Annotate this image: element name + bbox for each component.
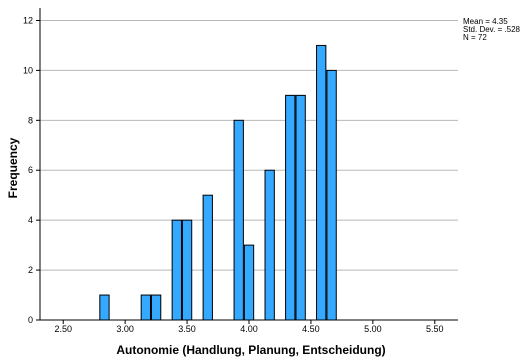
histogram-bar [202,194,213,321]
x-axis-title: Autonomie (Handlung, Planung, Entscheidu… [116,343,385,357]
histogram-bar [326,69,337,321]
y-tick-label: 10 [23,65,33,75]
x-tick-label: 2.50 [54,324,72,334]
histogram-bar [181,219,193,321]
y-axis-title: Frequency [6,137,20,198]
histogram-bar [150,294,162,321]
histogram-bar [264,169,275,321]
histogram-bar [285,94,296,321]
x-tick-label: 3.00 [116,324,134,334]
x-tick-label: 4.50 [302,324,320,334]
histogram-bar [295,94,306,321]
stat-std-dev: Std. Dev. = .528 [463,25,520,34]
x-tick-label: 5.00 [364,324,382,334]
histogram-bar [99,294,110,321]
y-axis-ticks: 0 2 4 6 8 10 12 [23,15,40,325]
y-tick-label: 4 [28,215,33,225]
histogram-bar [233,119,244,321]
stat-n: N = 72 [463,33,487,42]
histogram-bar [171,219,182,321]
grid-lines [40,19,458,271]
stat-mean: Mean = 4.35 [463,17,508,26]
statistics-legend: Mean = 4.35 Std. Dev. = .528 N = 72 [463,18,520,42]
y-tick-label: 12 [23,15,33,25]
histogram-bar [140,294,151,321]
y-tick-label: 6 [28,165,33,175]
histogram-bar [243,244,255,321]
x-tick-label: 4.00 [240,324,258,334]
x-tick-label: 3.50 [178,324,196,334]
histogram-bar [316,44,327,321]
x-axis-ticks: 2.50 3.00 3.50 4.00 4.50 5.00 5.50 [54,320,444,334]
y-tick-label: 0 [28,315,33,325]
histogram-bars [99,44,337,321]
y-tick-label: 8 [28,115,33,125]
y-tick-label: 2 [28,265,33,275]
x-tick-label: 5.50 [426,324,444,334]
